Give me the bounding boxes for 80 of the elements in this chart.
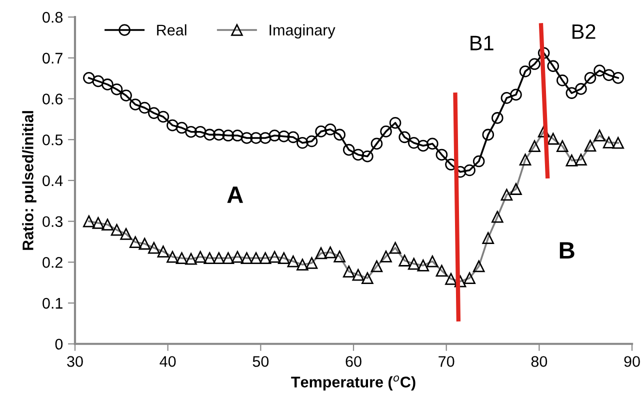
point [538, 47, 550, 59]
point [464, 164, 476, 176]
point [138, 102, 151, 114]
y-tick-label: 0.7 [42, 52, 62, 64]
point [482, 128, 494, 141]
x-tick-label: 50 [252, 356, 269, 367]
y-tick-label: 0.4 [42, 175, 63, 186]
point [417, 140, 430, 152]
point [584, 72, 596, 84]
point [166, 119, 178, 132]
point [157, 110, 170, 123]
y-tick-label: 0 [55, 338, 63, 350]
point [287, 131, 300, 144]
x-tick-label: 60 [346, 356, 362, 367]
point [129, 98, 142, 110]
y-tick-label: 0.2 [42, 257, 62, 268]
point [212, 128, 225, 141]
point [110, 83, 123, 96]
point [362, 150, 374, 162]
point [612, 72, 624, 84]
annotation: B [560, 242, 574, 258]
point [240, 132, 253, 144]
point [342, 144, 355, 156]
annotation: B1 [470, 36, 494, 50]
annotation: A [227, 186, 244, 203]
point [259, 132, 272, 144]
point [528, 58, 540, 70]
point [380, 126, 392, 138]
y-tick-label: 0.3 [42, 216, 63, 228]
x-tick-label: 80 [531, 356, 548, 367]
point [398, 131, 410, 144]
x-tick-label: 90 [624, 356, 640, 367]
point [547, 60, 560, 72]
point [352, 148, 364, 161]
point [334, 128, 346, 141]
x-tick-label: 30 [67, 356, 83, 367]
x-tick-label: 70 [438, 356, 454, 367]
y-tick-label: 0.5 [42, 134, 63, 146]
point [185, 126, 197, 138]
y-tick-label: 0.6 [42, 94, 63, 104]
point [222, 130, 234, 142]
x-tick-label: 40 [160, 356, 176, 367]
point [204, 128, 216, 141]
y-tick-label: 0.8 [42, 12, 63, 23]
legend-label: Imaginary [270, 24, 336, 39]
point [176, 122, 188, 134]
point [148, 107, 160, 119]
point [389, 116, 402, 129]
point [296, 136, 308, 149]
point [83, 72, 95, 84]
x-axis-title: Temperature ($^{o}$C) [291, 375, 416, 390]
y-axis-title: Ratio: pulsed/initial [22, 111, 36, 250]
point [492, 112, 504, 124]
point [324, 123, 336, 136]
point [268, 130, 280, 142]
point [566, 87, 578, 99]
point [594, 64, 606, 76]
point [306, 135, 318, 148]
point [408, 136, 420, 149]
point [602, 69, 615, 81]
point [510, 88, 522, 101]
point [278, 130, 290, 142]
point [120, 90, 132, 102]
point [500, 92, 513, 104]
point [436, 148, 448, 161]
annotation: B2 [572, 24, 596, 39]
point [92, 75, 104, 88]
point [194, 126, 206, 138]
point [519, 65, 532, 78]
point [250, 132, 262, 144]
point [232, 130, 244, 142]
point [102, 78, 114, 90]
point [426, 138, 438, 150]
point [556, 74, 568, 86]
point [315, 126, 327, 138]
point [472, 155, 485, 168]
y-tick-label: 0.1 [42, 298, 62, 309]
point [575, 83, 587, 95]
legend-label: Real [157, 24, 186, 36]
point [370, 138, 383, 150]
